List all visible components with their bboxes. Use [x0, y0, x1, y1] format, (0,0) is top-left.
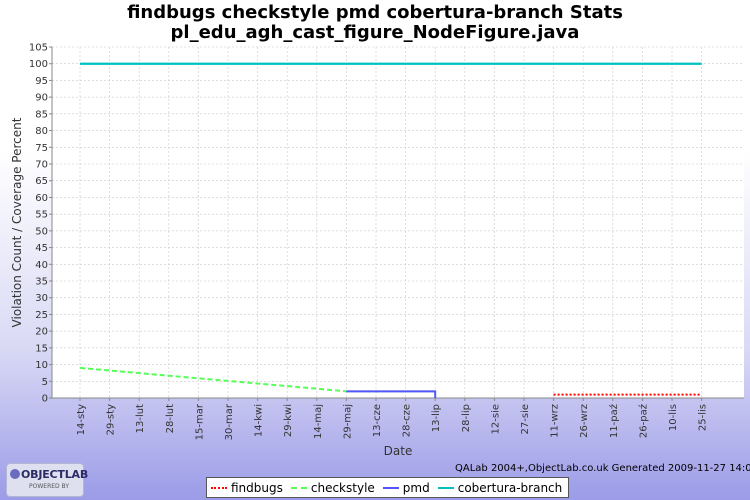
legend-swatch [437, 486, 454, 489]
x-tick-label: 29-kwi [283, 404, 294, 437]
y-tick-label: 65 [35, 176, 48, 187]
series-line-pmd [346, 390, 437, 398]
y-tick-label: 90 [35, 93, 48, 104]
y-tick-label: 105 [29, 43, 48, 54]
objectlab-logo-mark [10, 469, 20, 479]
x-tick-label: 13-lip [431, 404, 442, 432]
x-tick-label: 11-paź [608, 404, 620, 438]
x-tick-label: 28-cze [402, 404, 413, 437]
legend-label: checkstyle [310, 480, 375, 495]
x-tick-label: 13-lut [135, 404, 146, 433]
y-tick-label: 35 [35, 277, 48, 288]
y-tick-label: 0 [42, 394, 48, 405]
legend-label: pmd [402, 480, 430, 495]
chart-title: findbugs checkstyle pmd cobertura-branch… [127, 2, 623, 23]
y-tick-label: 95 [35, 76, 48, 87]
x-axis-label: Date [384, 444, 413, 458]
legend-item-findbugs: findbugs [211, 481, 283, 495]
y-tick-label: 75 [35, 143, 48, 154]
legend-swatch [211, 486, 227, 489]
x-tick-label: 29-maj [342, 404, 353, 439]
x-tick-label: 25-lis [698, 404, 709, 431]
y-axis-label: Violation Count / Coverage Percent [10, 117, 24, 327]
y-tick-label: 45 [35, 243, 48, 254]
legend-item-cobertura-branch: cobertura-branch [437, 480, 563, 495]
y-tick-label: 85 [35, 109, 48, 120]
y-tick-label: 25 [35, 310, 48, 321]
y-tick-label: 70 [35, 160, 48, 171]
chart-subtitle: pl_edu_agh_cast_figure_NodeFigure.java [170, 22, 580, 43]
y-tick-label: 10 [35, 360, 48, 371]
x-tick-label: 11-wrz [550, 404, 561, 438]
x-tick-label: 15-mar [194, 403, 205, 440]
x-tick-label: 30-mar [224, 403, 235, 440]
y-tick-label: 60 [35, 193, 48, 204]
plot-area [52, 47, 744, 398]
legend-swatch [382, 486, 399, 489]
y-tick-label: 55 [35, 210, 48, 221]
legend-label: findbugs [231, 480, 283, 495]
legend-label: cobertura-branch [457, 480, 563, 495]
x-tick-label: 12-sie [490, 404, 501, 434]
objectlab-logo-tagline: POWERED BY [29, 483, 70, 490]
x-tick-label: 14-sty [76, 404, 87, 435]
legend-item-pmd: pmd [382, 480, 430, 495]
chart-legend: findbugs checkstyle pmd cobertura-branch [206, 477, 570, 498]
legend-item-checkstyle: checkstyle [290, 480, 375, 495]
y-tick-label: 5 [42, 377, 48, 388]
x-tick-label: 29-sty [106, 404, 117, 435]
objectlab-logo-text: OBJECTLAB [21, 468, 89, 481]
x-tick-label: 14-kwi [254, 404, 265, 437]
x-tick-label: 26-wrz [579, 404, 590, 438]
x-tick-label: 13-cze [372, 404, 383, 437]
x-tick-label: 14-maj [313, 404, 324, 439]
y-tick-label: 50 [35, 226, 48, 237]
y-tick-label: 30 [35, 293, 48, 304]
legend-swatch [290, 486, 307, 489]
y-tick-label: 40 [35, 260, 48, 271]
objectlab-logo: OBJECTLAB POWERED BY [6, 463, 88, 497]
y-tick-label: 15 [35, 343, 48, 354]
footer-credit: QALab 2004+,ObjectLab.co.uk Generated 20… [455, 463, 750, 474]
x-tick-label: 10-lis [668, 404, 679, 431]
y-tick-label: 20 [35, 327, 48, 338]
x-tick-label: 27-sie [520, 404, 531, 434]
y-tick-label: 100 [29, 59, 48, 70]
x-tick-label: 28-lip [461, 404, 472, 432]
x-tick-label: 26-paź [637, 404, 649, 438]
x-tick-label: 28-lut [165, 404, 176, 433]
y-tick-label: 80 [35, 126, 48, 137]
